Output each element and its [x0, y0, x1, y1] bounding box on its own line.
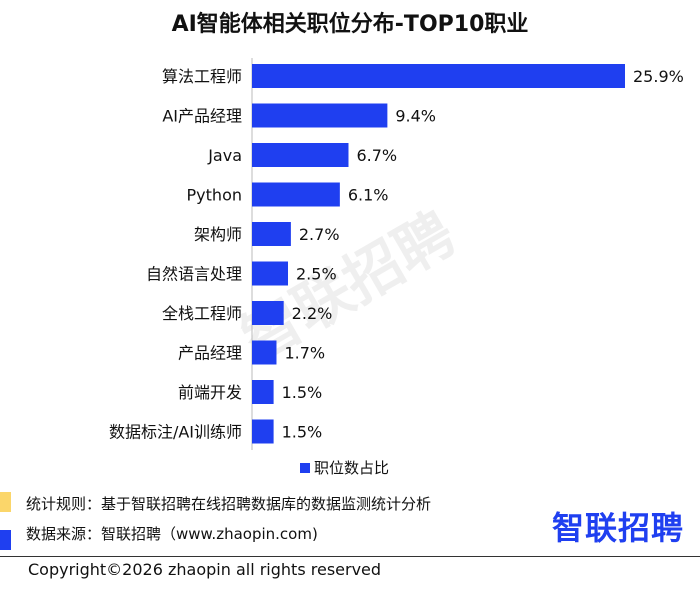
value-label: 6.7% [356, 146, 397, 165]
value-label: 1.7% [284, 344, 325, 363]
category-label: 前端开发 [178, 383, 242, 402]
value-label: 2.2% [292, 304, 333, 323]
source-note: 数据来源：智联招聘（www.zhaopin.com) [26, 525, 318, 543]
bar-chart: 算法工程师 25.9% AI产品经理 9.4% Java 6.7% Python 6.1% 架构… [109, 58, 684, 450]
value-label: 2.5% [296, 265, 337, 284]
bar [252, 340, 277, 365]
value-label: 1.5% [282, 383, 323, 402]
zhaopin-logo: 智联招聘 [552, 509, 685, 547]
bar [252, 64, 625, 88]
rule-marker [0, 492, 11, 512]
category-label: 算法工程师 [162, 67, 242, 86]
bar [252, 301, 284, 325]
stat-rule-note: 统计规则：基于智联招聘在线招聘数据库的数据监测统计分析 [26, 495, 432, 513]
bar [252, 182, 340, 207]
category-label: 架构师 [194, 225, 242, 244]
bar [252, 103, 388, 128]
category-label: Java [207, 146, 242, 165]
legend: 职位数占比 [300, 457, 389, 478]
category-label: 全栈工程师 [162, 304, 242, 323]
value-label: 1.5% [282, 423, 323, 442]
category-label: 自然语言处理 [146, 265, 242, 284]
bar [252, 222, 291, 246]
legend-swatch [300, 462, 310, 473]
value-label: 9.4% [395, 107, 436, 126]
source-marker [0, 530, 11, 550]
divider [0, 556, 700, 557]
legend-label: 职位数占比 [314, 459, 390, 477]
bar [252, 261, 289, 286]
category-label: 产品经理 [178, 344, 242, 363]
bar [252, 143, 349, 167]
value-label: 25.9% [633, 67, 684, 86]
value-label: 2.7% [299, 225, 340, 244]
category-label: Python [187, 186, 242, 205]
copyright: Copyright©2026 zhaopin all rights reserv… [28, 560, 382, 579]
chart-title: AI智能体相关职位分布-TOP10职业 [171, 12, 529, 37]
category-label: 数据标注/AI训练师 [109, 423, 242, 442]
category-label: AI产品经理 [162, 107, 242, 126]
bar [252, 419, 274, 444]
value-label: 6.1% [348, 186, 389, 205]
bar [252, 380, 274, 404]
